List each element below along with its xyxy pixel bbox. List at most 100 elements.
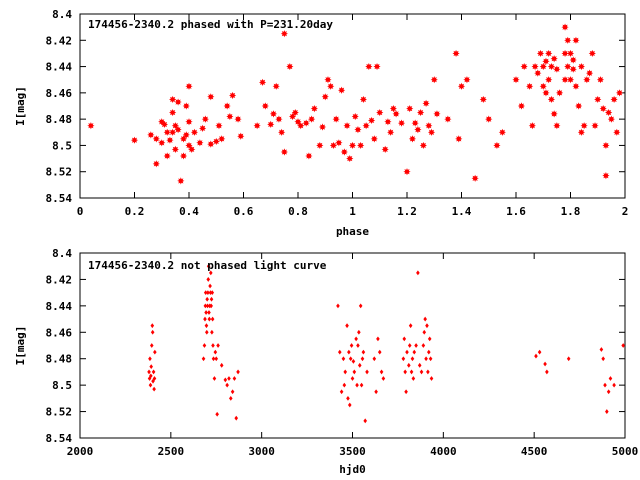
unphased-point	[416, 270, 420, 276]
phased-point	[351, 112, 359, 121]
phased-point	[607, 115, 615, 123]
phased-point	[411, 119, 419, 127]
phased-point	[258, 78, 267, 86]
phased-point	[354, 126, 362, 134]
unphased-point	[212, 376, 217, 381]
phased-point	[425, 122, 433, 130]
unphased-point	[403, 369, 407, 375]
phased-point	[569, 56, 577, 64]
unphased-point	[151, 369, 156, 375]
unphased-point	[365, 369, 369, 375]
unphased-point	[210, 316, 215, 322]
unphased-point	[149, 373, 153, 379]
y-tick-label: 8.5	[52, 139, 72, 152]
phased-point	[585, 69, 594, 77]
phased-point	[158, 139, 166, 147]
unphased-point	[346, 395, 350, 401]
phased-point	[182, 102, 190, 110]
unphased-point	[152, 376, 157, 381]
y-tick-label: 8.44	[46, 61, 73, 74]
unphased-point	[421, 343, 426, 348]
phased-point	[365, 62, 373, 71]
y-tick-label: 8.42	[46, 273, 73, 286]
phased-point	[346, 154, 354, 163]
unphased-point	[372, 356, 377, 362]
unphased-point	[537, 349, 542, 355]
unphased-point	[203, 316, 207, 322]
phased-point	[280, 30, 288, 38]
phased-point	[201, 115, 209, 123]
unphased-point	[407, 362, 411, 368]
unphased-point	[234, 415, 239, 421]
phased-point	[457, 82, 466, 90]
phased-point	[566, 76, 575, 84]
phased-point	[542, 89, 550, 97]
unphased-point	[148, 382, 153, 388]
phased-point	[280, 148, 288, 156]
phased-point	[318, 123, 327, 131]
unphased-chart-y-tick-labels: 8.4 8.42 8.44 8.46 8.48 8.5 8.52 8.54	[46, 247, 73, 445]
phased-point	[297, 122, 305, 130]
unphased-point	[232, 376, 237, 381]
unphased-point	[230, 389, 235, 395]
phased-point	[321, 93, 329, 101]
unphased-point	[412, 349, 417, 355]
x-tick-label: 0.6	[234, 205, 254, 218]
unphased-point	[410, 356, 415, 362]
unphased-point	[348, 356, 353, 362]
phased-chart-y-axis-title: I[mag]	[14, 86, 27, 126]
x-tick-label: 2	[622, 205, 629, 218]
phased-point	[253, 122, 261, 130]
unphased-point	[223, 377, 228, 383]
unphased-point	[153, 349, 157, 355]
phased-chart-y-tick-labels: 8.4 8.42 8.44 8.46 8.48 8.5 8.52 8.54	[46, 8, 73, 205]
unphased-point	[347, 349, 351, 355]
unphased-point	[357, 362, 362, 368]
unphased-point	[210, 329, 214, 335]
unphased-point	[206, 277, 211, 282]
phased-point	[370, 135, 378, 143]
phased-point	[577, 62, 585, 71]
phased-point	[87, 122, 95, 130]
unphased-point	[357, 329, 361, 335]
phased-point	[152, 160, 160, 168]
phased-point	[218, 135, 226, 143]
unphased-point	[225, 382, 229, 388]
unphased-point	[534, 353, 538, 359]
phased-point	[561, 23, 569, 31]
phased-point	[348, 141, 357, 150]
unphased-point	[411, 376, 416, 381]
unphased-point	[149, 364, 154, 370]
phased-point	[160, 120, 169, 128]
unphased-point	[363, 418, 368, 424]
phased-chart-points	[87, 23, 624, 185]
unphased-point	[204, 310, 208, 315]
unphased-point	[147, 369, 151, 375]
x-tick-label: 0	[77, 205, 84, 218]
unphased-point	[213, 349, 218, 355]
unphased-point	[361, 349, 366, 355]
phased-point	[417, 108, 425, 117]
unphased-point	[429, 376, 434, 381]
unphased-point	[150, 329, 155, 335]
unphased-point	[425, 323, 429, 329]
unphased-point	[428, 356, 433, 362]
unphased-point	[417, 362, 422, 368]
phased-point	[272, 82, 280, 90]
phased-point	[324, 76, 332, 84]
unphased-point	[347, 402, 352, 408]
phased-point	[215, 122, 223, 130]
phased-point	[174, 98, 182, 106]
phased-point	[291, 108, 299, 117]
phased-point	[223, 102, 231, 110]
phased-point	[419, 141, 427, 150]
unphased-point	[426, 369, 430, 375]
phased-point	[613, 128, 621, 136]
x-tick-label: 5000	[612, 445, 639, 458]
x-tick-label: 0.4	[179, 205, 199, 218]
phased-point	[599, 105, 607, 113]
phased-point	[463, 76, 471, 84]
x-tick-label: 3000	[248, 445, 275, 458]
phased-point	[163, 128, 171, 136]
